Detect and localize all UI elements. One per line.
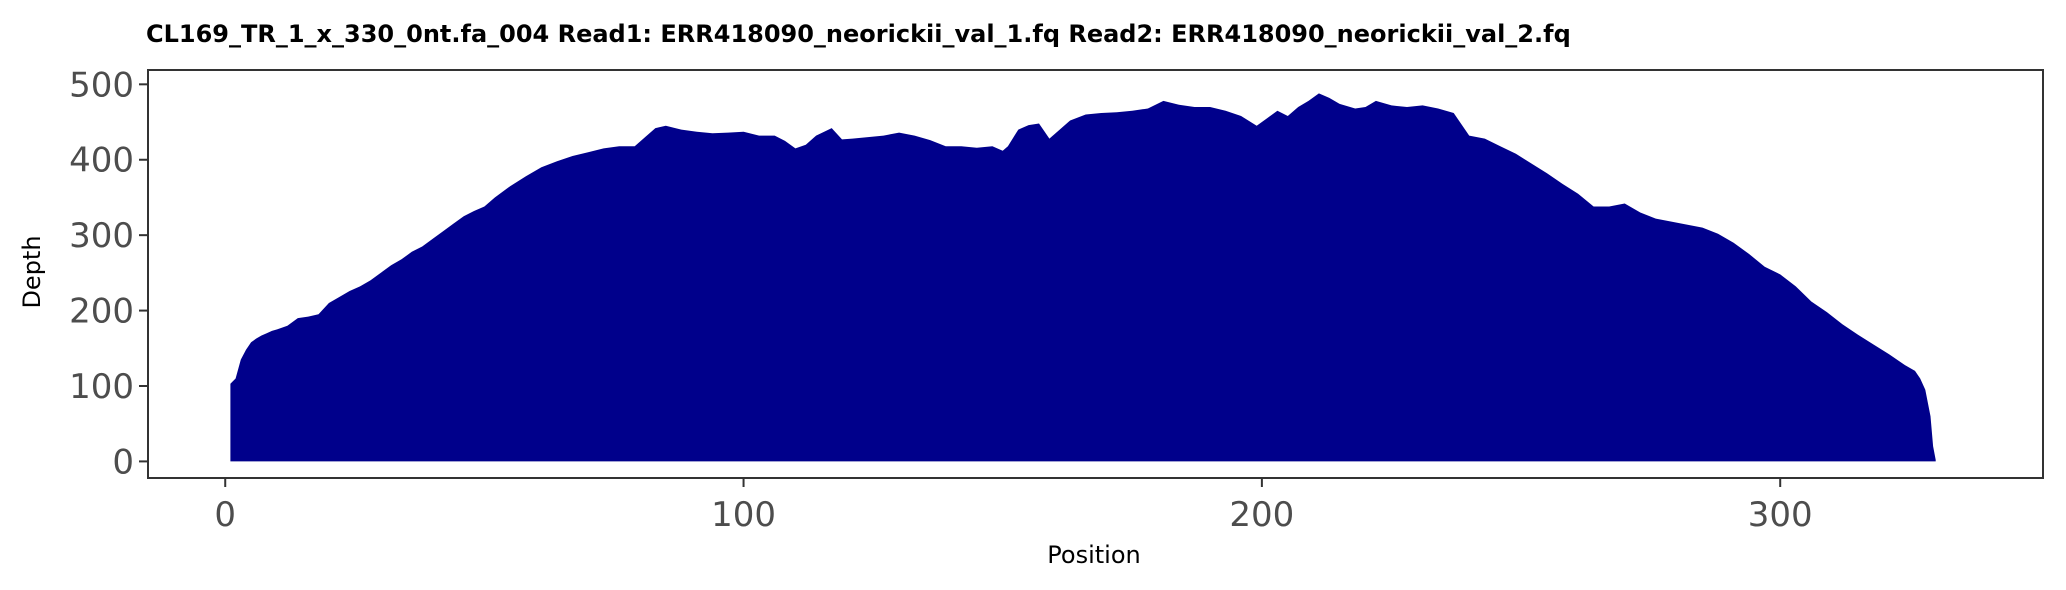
x-axis-label: Position	[1047, 541, 1140, 569]
x-tick-label: 0	[214, 495, 236, 535]
y-tick-label: 400	[69, 141, 134, 181]
x-tick-label: 200	[1229, 495, 1294, 535]
chart-title: CL169_TR_1_x_330_0nt.fa_004 Read1: ERR41…	[146, 20, 1571, 48]
y-tick-label: 200	[69, 292, 134, 332]
y-tick-label: 300	[69, 216, 134, 256]
depth-area	[230, 93, 1936, 462]
y-axis: 0 100 200 300 400 500	[69, 65, 148, 482]
y-axis-label: Depth	[18, 235, 46, 308]
y-tick-label: 500	[69, 65, 134, 105]
x-tick-label: 300	[1748, 495, 1813, 535]
y-tick-label: 100	[69, 367, 134, 407]
x-tick-label: 100	[711, 495, 776, 535]
x-axis: 0 100 200 300	[214, 478, 1813, 535]
y-tick-label: 0	[112, 442, 134, 482]
